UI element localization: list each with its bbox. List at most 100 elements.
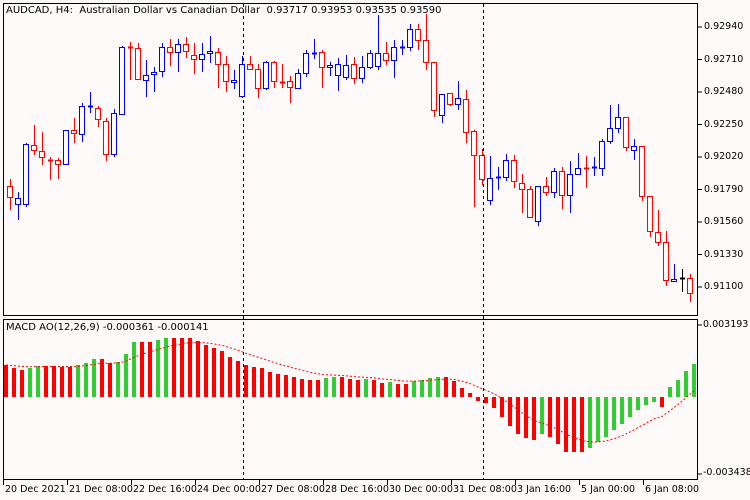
candle-body — [119, 47, 125, 115]
candle-body — [631, 146, 637, 151]
candle-body — [479, 155, 485, 180]
macd-histogram-bar — [100, 359, 104, 397]
candle-body — [191, 55, 197, 60]
candle-body — [327, 65, 333, 68]
macd-histogram-bar — [252, 367, 256, 397]
macd-histogram-bar — [612, 397, 616, 430]
macd-histogram-bar — [276, 374, 280, 397]
macd-signal-line — [5, 341, 695, 443]
candle-body — [503, 160, 509, 178]
macd-histogram-bar — [188, 338, 192, 397]
candle-body — [95, 108, 101, 120]
macd-histogram-bar — [68, 367, 72, 397]
candle-body — [103, 121, 109, 155]
macd-histogram-bar — [196, 341, 200, 397]
macd-histogram-bar — [484, 397, 488, 403]
candle-body — [271, 62, 277, 82]
price-tick-label: 0.92710 — [704, 53, 744, 65]
macd-histogram-bar — [84, 363, 88, 397]
macd-histogram-bar — [212, 348, 216, 397]
candle-body — [359, 67, 365, 79]
macd-histogram-bar — [156, 340, 160, 397]
indicator-scale-max: 0.003193 — [703, 319, 749, 330]
macd-histogram-bar — [324, 378, 328, 397]
candle-body — [231, 80, 237, 83]
time-tick-label: 27 Dec 08:00 — [261, 484, 325, 495]
price-tick-label: 0.91100 — [704, 281, 744, 292]
macd-histogram-bar — [620, 397, 624, 424]
macd-histogram-bar — [140, 342, 144, 397]
candle-body — [239, 64, 245, 97]
candle-body — [351, 64, 357, 79]
macd-histogram-bar — [108, 363, 112, 397]
macd-histogram-bar — [508, 397, 512, 426]
candle-body — [335, 64, 341, 76]
candle-body — [135, 48, 141, 80]
candle-body — [415, 29, 421, 41]
macd-histogram-bar — [244, 365, 248, 397]
candle-body — [319, 52, 325, 68]
macd-histogram-bar — [92, 359, 96, 397]
candle-body — [383, 53, 389, 61]
macd-histogram-bar — [476, 397, 480, 401]
candle-body — [287, 81, 293, 88]
macd-histogram-bar — [492, 397, 496, 408]
macd-histogram-bar — [468, 393, 472, 397]
symbol-label: AUDCAD, H4: — [6, 5, 73, 16]
macd-histogram-bar — [148, 342, 152, 397]
description-label: Australian Dollar vs Canadian Dollar — [79, 5, 261, 16]
macd-histogram-bar — [332, 377, 336, 397]
time-tick-label: 5 Jan 00:00 — [581, 484, 636, 495]
indicator-pane-frame — [3, 319, 698, 480]
candle-body — [111, 113, 117, 155]
candle-body — [199, 54, 205, 60]
time-tick-label: 24 Dec 00:00 — [197, 484, 261, 495]
candle-body — [599, 141, 605, 169]
macd-histogram-bar — [316, 380, 320, 397]
main-pane-frame — [3, 3, 698, 316]
macd-histogram-bar — [420, 380, 424, 397]
candle-body — [663, 242, 669, 281]
macd-histogram-bar — [540, 397, 544, 434]
macd-histogram-bar — [236, 361, 240, 397]
macd-histogram-bar — [660, 397, 664, 407]
macd-histogram-bar — [12, 368, 16, 397]
macd-histogram-bar — [444, 377, 448, 397]
macd-histogram-bar — [564, 397, 568, 452]
candle-body — [551, 171, 557, 193]
macd-histogram-bar — [364, 379, 368, 397]
price-tick-label: 0.92940 — [704, 21, 744, 32]
candle-body — [15, 198, 21, 205]
candle-body — [671, 279, 677, 282]
candle-body — [471, 131, 477, 156]
candle-body — [407, 29, 413, 48]
time-tick-label: 3 Jan 16:00 — [517, 484, 572, 495]
chart-title: AUDCAD, H4: Australian Dollar vs Canadia… — [6, 5, 441, 16]
price-tick-label: 0.92020 — [704, 151, 744, 162]
macd-histogram-bar — [76, 365, 80, 397]
price-tick-label: 0.91330 — [704, 248, 744, 260]
candle-body — [439, 94, 445, 116]
candle-body — [207, 51, 213, 54]
candle-body — [7, 186, 13, 198]
macd-histogram-bar — [572, 397, 576, 452]
macd-histogram-bar — [124, 354, 128, 397]
time-tick-label: 28 Dec 16:00 — [325, 484, 389, 495]
macd-histogram-bar — [164, 338, 168, 397]
candle-body — [143, 75, 149, 81]
time-tick-label: 20 Dec 2021 — [5, 484, 66, 495]
macd-histogram-bar — [500, 397, 504, 417]
candle-body — [375, 53, 381, 67]
macd-histogram-bar — [348, 379, 352, 397]
macd-histogram-bar — [636, 397, 640, 410]
candle-body — [71, 130, 77, 134]
candle-body — [255, 69, 261, 89]
macd-histogram-bar — [628, 397, 632, 417]
macd-histogram-bar — [556, 397, 560, 444]
candle-body — [615, 117, 621, 129]
macd-histogram-bar — [460, 388, 464, 397]
macd-histogram-bar — [604, 397, 608, 437]
candle-body — [31, 145, 37, 151]
